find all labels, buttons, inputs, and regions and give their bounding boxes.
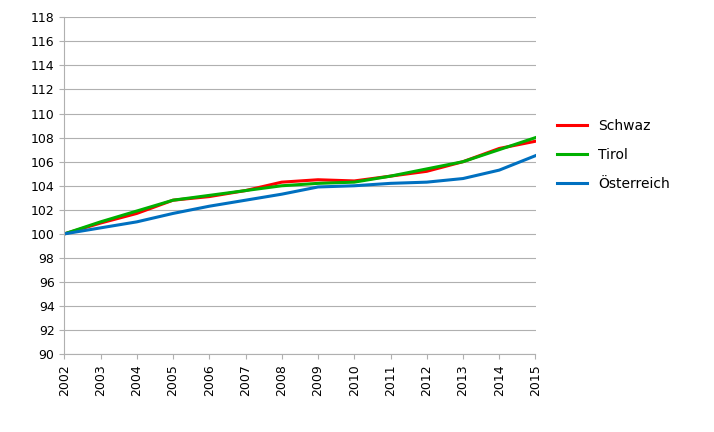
Österreich bbox=[133, 219, 141, 225]
Schwaz bbox=[423, 169, 431, 174]
Tirol bbox=[96, 219, 105, 225]
Schwaz bbox=[60, 231, 69, 236]
Tirol bbox=[313, 181, 322, 186]
Tirol bbox=[423, 166, 431, 172]
Line: Schwaz: Schwaz bbox=[64, 141, 536, 234]
Line: Tirol: Tirol bbox=[64, 138, 536, 234]
Schwaz bbox=[458, 159, 467, 164]
Österreich bbox=[169, 211, 177, 216]
Schwaz bbox=[313, 177, 322, 182]
Österreich bbox=[350, 183, 358, 188]
Österreich bbox=[423, 180, 431, 185]
Schwaz bbox=[350, 178, 358, 184]
Schwaz bbox=[169, 197, 177, 203]
Schwaz bbox=[241, 188, 250, 193]
Österreich bbox=[495, 168, 503, 173]
Tirol bbox=[278, 183, 286, 188]
Tirol bbox=[205, 193, 213, 198]
Tirol bbox=[241, 188, 250, 193]
Tirol bbox=[531, 135, 540, 140]
Österreich bbox=[205, 203, 213, 209]
Österreich bbox=[386, 181, 395, 186]
Schwaz bbox=[386, 174, 395, 179]
Schwaz bbox=[495, 146, 503, 151]
Schwaz bbox=[531, 139, 540, 144]
Österreich bbox=[241, 197, 250, 203]
Tirol bbox=[350, 180, 358, 185]
Tirol bbox=[495, 147, 503, 152]
Tirol bbox=[133, 209, 141, 214]
Schwaz bbox=[133, 211, 141, 216]
Legend: Schwaz, Tirol, Österreich: Schwaz, Tirol, Österreich bbox=[557, 118, 670, 191]
Österreich bbox=[458, 176, 467, 181]
Schwaz bbox=[96, 220, 105, 226]
Österreich bbox=[96, 226, 105, 231]
Tirol bbox=[60, 231, 69, 236]
Tirol bbox=[458, 159, 467, 164]
Schwaz bbox=[205, 194, 213, 199]
Tirol bbox=[169, 197, 177, 203]
Österreich bbox=[313, 184, 322, 190]
Österreich bbox=[531, 153, 540, 158]
Line: Österreich: Österreich bbox=[64, 156, 536, 234]
Tirol bbox=[386, 174, 395, 179]
Schwaz bbox=[278, 180, 286, 185]
Österreich bbox=[278, 192, 286, 197]
Österreich bbox=[60, 231, 69, 236]
